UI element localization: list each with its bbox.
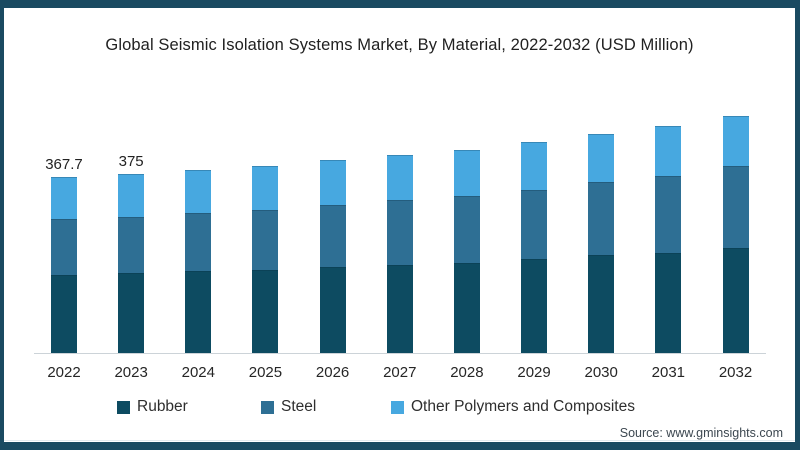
x-axis-label-2023: 2023 [114,364,148,381]
legend-swatch-other-polymers-and-composites [391,400,404,414]
stacked-bar-2030 [588,134,615,353]
stacked-bar-2027 [386,154,413,353]
bar-segment-steel-2023 [118,216,145,274]
stacked-bar-2026 [319,160,346,353]
bar-segment-other-polymers-and-composites-2022 [51,177,77,220]
bar-segment-other-polymers-and-composites-2027 [386,154,413,201]
bar-segment-steel-2024 [185,213,212,271]
bar-segment-other-polymers-and-composites-2026 [319,160,346,206]
bar-segment-rubber-2031 [655,253,682,353]
legend-item-rubber: Rubber [117,398,188,416]
legend-label-rubber: Rubber [137,398,188,415]
bar-segment-rubber-2030 [588,254,615,353]
source-credit: Source: www.gminsights.com [619,426,783,440]
x-axis-label-2032: 2032 [718,364,753,381]
bar-value-label-2022: 367.7 [45,156,83,174]
bar-segment-steel-2027 [386,200,413,265]
bar-segment-steel-2031 [655,175,682,254]
x-axis-label-2026: 2026 [315,364,350,381]
stacked-bar-2032 [722,116,749,353]
x-axis-line [34,353,766,354]
bar-segment-rubber-2023 [118,273,145,353]
x-axis-label-2024: 2024 [181,364,215,381]
stacked-bar-2022 [51,177,77,353]
bar-segment-other-polymers-and-composites-2025 [252,165,279,210]
stacked-bar-2028 [453,149,480,353]
legend-label-other-polymers-and-composites: Other Polymers and Composites [411,398,635,415]
bar-segment-other-polymers-and-composites-2029 [521,142,548,190]
bar-segment-rubber-2024 [185,270,212,353]
chart-title: Global Seismic Isolation Systems Market,… [105,36,694,54]
x-axis-label-2028: 2028 [450,364,484,381]
bar-segment-rubber-2022 [51,275,77,353]
x-axis-label-2030: 2030 [584,364,618,381]
bar-segment-rubber-2032 [722,248,749,353]
x-axis-label-2027: 2027 [383,364,417,381]
bar-segment-other-polymers-and-composites-2028 [453,149,480,197]
stacked-bar-2025 [252,165,279,353]
stacked-bar-2023 [118,173,145,353]
bar-segment-steel-2025 [252,209,279,270]
bar-segment-rubber-2027 [386,264,413,353]
x-axis-label-2022: 2022 [47,364,81,381]
bar-segment-steel-2028 [453,196,480,264]
bar-segment-steel-2029 [521,189,548,260]
bar-segment-steel-2022 [51,219,77,276]
bar-segment-rubber-2025 [252,269,279,353]
bar-segment-other-polymers-and-composites-2031 [655,126,682,176]
legend-label-steel: Steel [281,398,317,415]
bar-segment-other-polymers-and-composites-2023 [118,173,145,217]
stacked-bar-2029 [521,142,548,353]
bar-plot-area: 2022 367.7 2023 375 2024 2025 2026 2027 2028 2029… [4,8,795,442]
legend-item-other-polymers-and-composites: Other Polymers and Composites [391,398,635,416]
x-axis-label-2031: 2031 [651,364,686,381]
stacked-bar-2031 [655,126,682,353]
stacked-bar-2024 [185,169,212,353]
bar-segment-steel-2030 [588,182,615,255]
bar-segment-other-polymers-and-composites-2032 [722,116,749,167]
legend-item-steel: Steel [261,398,316,416]
bar-segment-rubber-2029 [521,259,548,353]
legend-swatch-rubber [117,400,130,414]
bar-value-label-2023: 375 [118,152,144,170]
bar-segment-rubber-2028 [453,263,480,353]
chart-panel: Global Seismic Isolation Systems Market,… [4,8,795,442]
x-axis-label-2025: 2025 [248,364,283,381]
bar-segment-steel-2032 [722,166,749,249]
legend-swatch-steel [261,400,274,414]
x-axis-label-2029: 2029 [517,364,551,381]
bar-segment-rubber-2026 [319,267,346,353]
bar-segment-other-polymers-and-composites-2030 [588,134,615,183]
bar-segment-other-polymers-and-composites-2024 [185,169,212,214]
bar-segment-steel-2026 [319,205,346,268]
